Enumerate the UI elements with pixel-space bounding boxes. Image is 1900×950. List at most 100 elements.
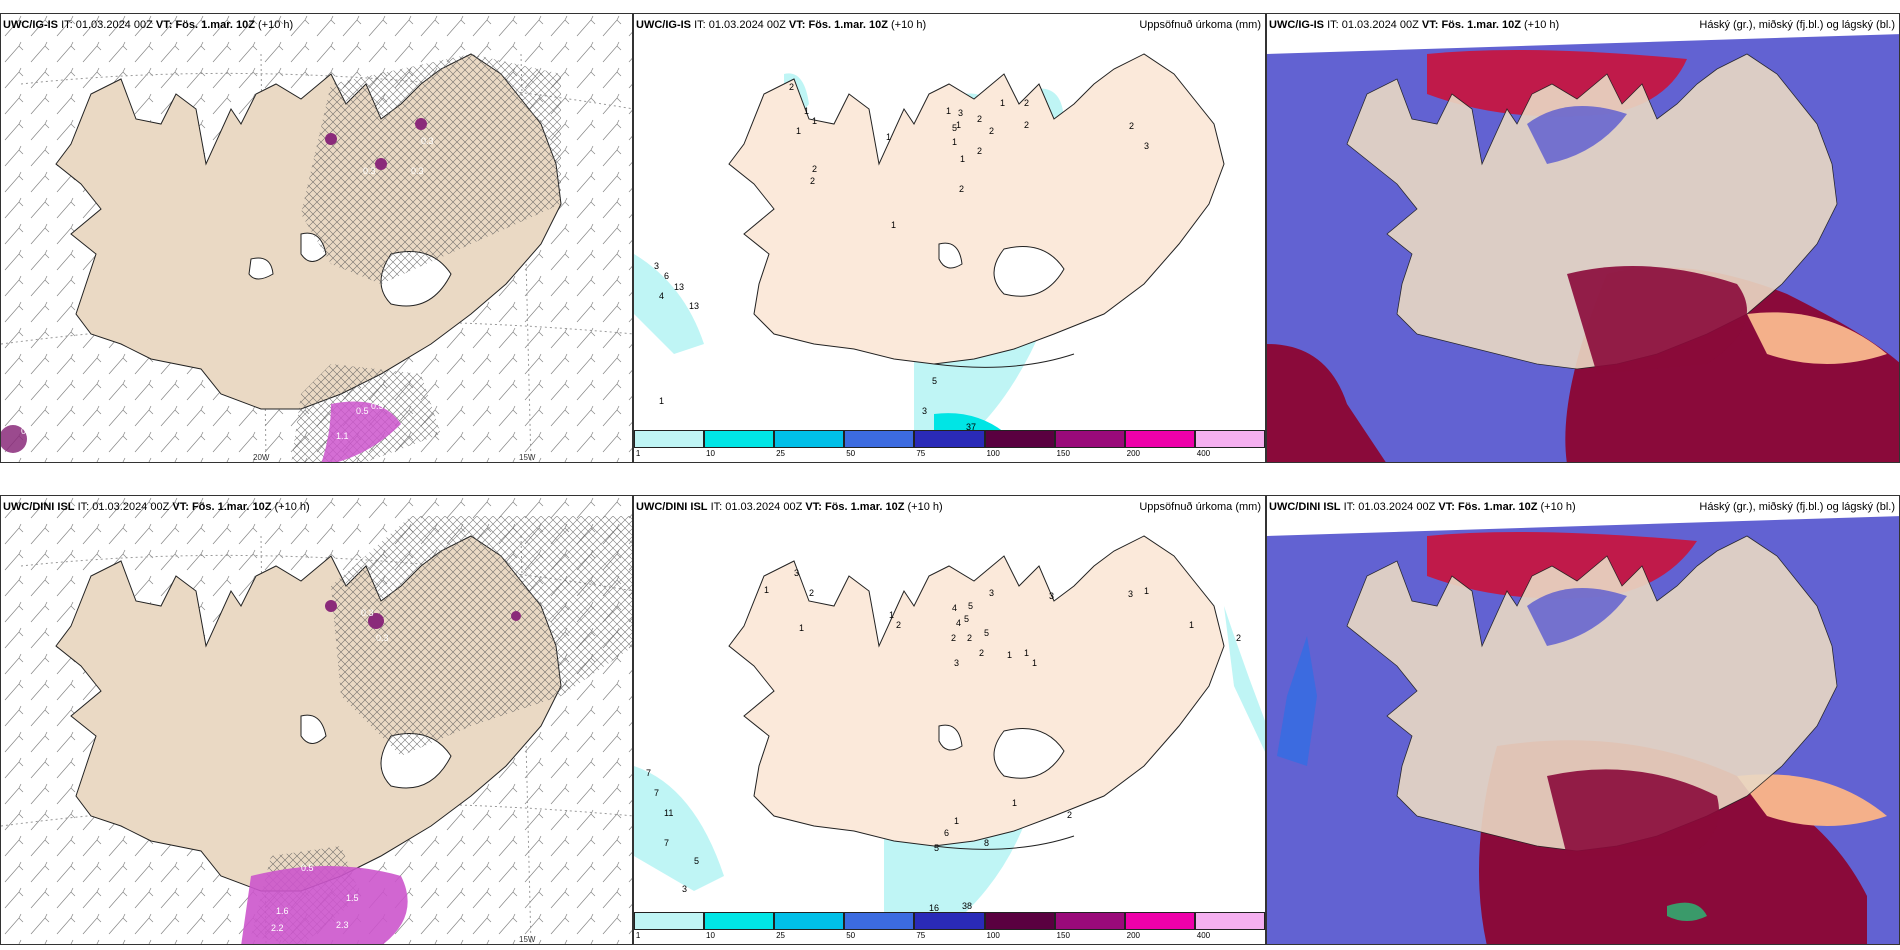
cloud-map	[1267, 514, 1899, 944]
svg-text:3: 3	[958, 108, 963, 118]
panel-bottom-right-cloud-map: UWC/DINI ISL IT: 01.03.2024 00Z VT: Fös.…	[1266, 495, 1900, 945]
svg-text:0.3: 0.3	[421, 136, 434, 146]
panel-subtitle: Uppsöfnuð úrkoma (mm)	[1139, 501, 1261, 513]
svg-text:0.3: 0.3	[361, 608, 374, 618]
colorbar-swatch	[984, 430, 1055, 448]
colorbar-label: 50	[846, 931, 856, 940]
svg-text:4: 4	[952, 603, 957, 613]
colorbar-swatch	[1194, 430, 1265, 448]
precip-map: 3 2 1 1 1 2 4 5 5 4 3 2 2 5 2 1 1 1 3 3 …	[634, 535, 1265, 914]
svg-text:1.5: 1.5	[346, 893, 359, 903]
svg-text:38: 38	[962, 901, 972, 911]
svg-text:7: 7	[654, 788, 659, 798]
svg-text:1: 1	[946, 106, 951, 116]
svg-text:3: 3	[954, 658, 959, 668]
svg-text:2: 2	[979, 648, 984, 658]
panel-title: UWC/IG-IS IT: 01.03.2024 00Z VT: Fös. 1.…	[636, 19, 927, 31]
svg-text:2: 2	[951, 633, 956, 643]
svg-text:3: 3	[922, 406, 927, 416]
panel-subtitle: Háský (gr.), miðský (fj.bl.) og lágský (…	[1699, 19, 1895, 31]
svg-text:0.5: 0.5	[371, 401, 384, 411]
colorbar-swatch	[1124, 430, 1195, 448]
svg-text:1: 1	[796, 126, 801, 136]
svg-text:2: 2	[789, 82, 794, 92]
svg-text:4: 4	[659, 291, 664, 301]
svg-text:13: 13	[689, 301, 699, 311]
svg-text:3: 3	[1144, 141, 1149, 151]
svg-text:5: 5	[932, 376, 937, 386]
svg-text:2: 2	[959, 184, 964, 194]
panel-subtitle: Háský (gr.), miðský (fj.bl.) og lágský (…	[1699, 501, 1895, 513]
lon-label-15w: 15W	[519, 935, 536, 944]
svg-text:3: 3	[682, 884, 687, 894]
wind-map: 0.3 0.3 0.5 0.3 1.6 1.5 2.2 2.3	[1, 496, 632, 944]
svg-text:1.1: 1.1	[336, 431, 349, 441]
colorbar-swatch	[774, 912, 845, 930]
colorbar-label: 150	[1056, 931, 1070, 940]
svg-text:7: 7	[646, 768, 651, 778]
colorbar-swatch	[844, 912, 915, 930]
colorbar-label: 150	[1056, 449, 1070, 458]
svg-text:0.3: 0.3	[386, 863, 399, 873]
svg-text:1: 1	[1024, 648, 1029, 658]
svg-text:2: 2	[809, 588, 814, 598]
colorbar-label: 1	[635, 931, 641, 940]
svg-text:1: 1	[960, 154, 965, 164]
svg-text:2: 2	[1024, 98, 1029, 108]
svg-text:1: 1	[886, 132, 891, 142]
colorbar-swatch	[984, 912, 1055, 930]
colorbar-label: 10	[706, 931, 715, 940]
panel-title: UWC/DINI ISL IT: 01.03.2024 00Z VT: Fös.…	[3, 501, 310, 513]
svg-text:1.6: 1.6	[276, 906, 289, 916]
colorbar-label: 10	[706, 449, 715, 458]
precip-values: 3 2 1 1 1 2 4 5 5 4 3 2 2 5 2 1 1 1 3 3 …	[646, 568, 1241, 913]
svg-text:1: 1	[956, 120, 961, 130]
svg-text:5: 5	[694, 856, 699, 866]
svg-text:2: 2	[810, 176, 815, 186]
svg-text:1: 1	[1189, 620, 1194, 630]
svg-text:0.3: 0.3	[411, 166, 424, 176]
svg-text:13: 13	[674, 282, 684, 292]
colorbar-swatch	[704, 430, 775, 448]
svg-text:1: 1	[891, 220, 896, 230]
svg-text:3: 3	[1128, 589, 1133, 599]
svg-text:2: 2	[977, 114, 982, 124]
svg-text:2: 2	[812, 164, 817, 174]
svg-text:1: 1	[1032, 658, 1037, 668]
svg-text:1: 1	[1007, 650, 1012, 660]
svg-text:2: 2	[967, 633, 972, 643]
lon-label-20w: 20W	[253, 453, 270, 462]
svg-text:2: 2	[1067, 810, 1072, 820]
svg-text:0.3: 0.3	[21, 426, 34, 436]
colorbar-label: 75	[916, 449, 926, 458]
svg-text:6: 6	[944, 828, 949, 838]
panel-bottom-middle-precip-map: UWC/DINI ISL IT: 01.03.2024 00Z VT: Fös.…	[633, 495, 1266, 945]
svg-text:0.3: 0.3	[363, 166, 376, 176]
svg-text:1: 1	[954, 816, 959, 826]
svg-text:3: 3	[654, 261, 659, 271]
panel-top-middle-precip-map: UWC/IG-IS IT: 01.03.2024 00Z VT: Fös. 1.…	[633, 13, 1266, 463]
svg-text:6: 6	[664, 271, 669, 281]
svg-text:1: 1	[889, 610, 894, 620]
panel-top-left-wind-map: UWC/IG-IS IT: 01.03.2024 00Z VT: Fös. 1.…	[0, 13, 633, 463]
svg-text:2: 2	[1024, 120, 1029, 130]
panel-title: UWC/DINI ISL IT: 01.03.2024 00Z VT: Fös.…	[1269, 501, 1576, 513]
colorbar-swatch	[704, 912, 775, 930]
colorbar-swatch	[1054, 912, 1125, 930]
colorbar-swatch	[914, 430, 985, 448]
svg-text:2: 2	[977, 146, 982, 156]
svg-text:5: 5	[964, 614, 969, 624]
svg-text:2.3: 2.3	[336, 920, 349, 930]
panel-title: UWC/IG-IS IT: 01.03.2024 00Z VT: Fös. 1.…	[3, 19, 294, 31]
svg-text:1: 1	[952, 137, 957, 147]
colorbar-swatch	[914, 912, 985, 930]
colorbar-label: 25	[776, 931, 786, 940]
precip-values: 2 1 1 1 2 2 1 1 3 1 1 5 2 2 1 1 2 2 2 2 …	[654, 82, 1149, 432]
cloud-map	[1267, 32, 1899, 462]
panel-title: UWC/IG-IS IT: 01.03.2024 00Z VT: Fös. 1.…	[1269, 19, 1560, 31]
panel-top-right-cloud-map: UWC/IG-IS IT: 01.03.2024 00Z VT: Fös. 1.…	[1266, 13, 1900, 463]
colorbar-label: 400	[1196, 931, 1211, 940]
svg-text:8: 8	[984, 838, 989, 848]
svg-text:3: 3	[989, 588, 994, 598]
panel-subtitle: Uppsöfnuð úrkoma (mm)	[1139, 19, 1261, 31]
